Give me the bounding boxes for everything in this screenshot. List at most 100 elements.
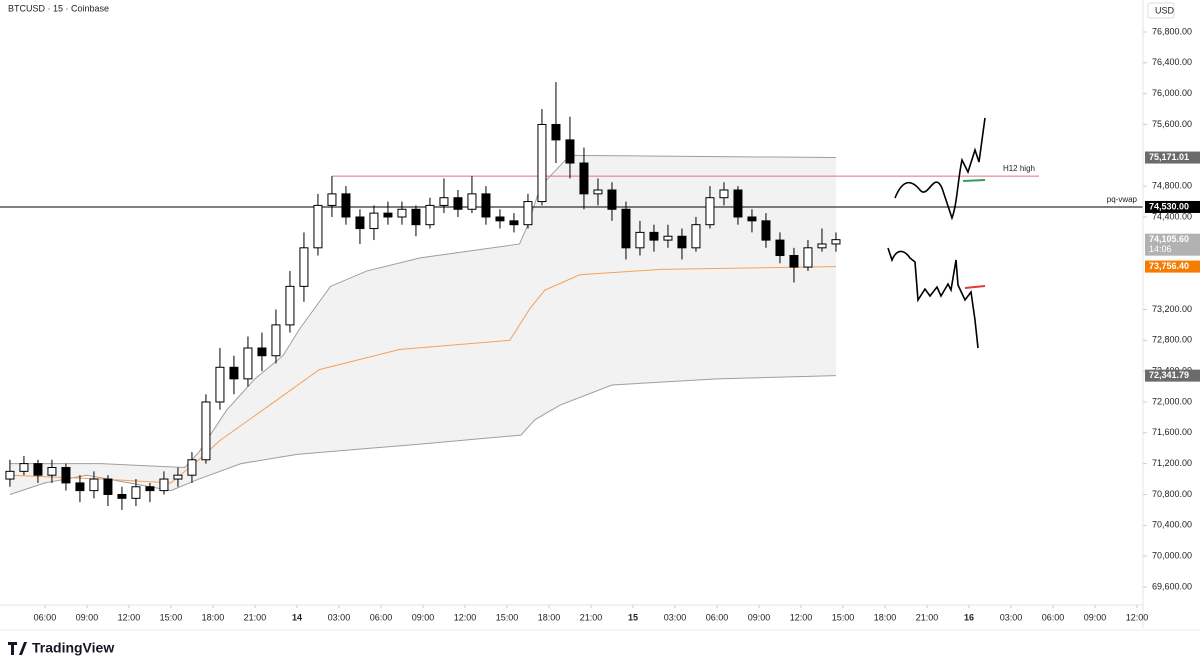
price-tag [1145, 200, 1200, 213]
candle-body [117, 493, 127, 499]
candle-body [271, 324, 281, 357]
y-tick-label: 72,000.00 [1152, 396, 1192, 406]
candle-body [523, 201, 533, 226]
price-tag-label: 74,530.00 [1149, 201, 1189, 211]
price-tag-label: 75,171.01 [1149, 152, 1189, 162]
x-tick-label: 21:00 [580, 612, 603, 622]
price-tag-label: 74,105.60 [1149, 234, 1189, 244]
brand-logo: TradingView [8, 640, 114, 656]
x-tick-label: 06:00 [34, 612, 57, 622]
candle-body [593, 189, 603, 195]
candle-body [5, 470, 15, 480]
candle-body [817, 243, 827, 249]
candle-body [47, 466, 57, 476]
candle-body [747, 216, 757, 222]
y-tick-label: 70,800.00 [1152, 489, 1192, 499]
candle-body [187, 459, 197, 476]
projection-marker [962, 179, 986, 182]
x-tick-label: 14 [292, 612, 302, 622]
candle-body [663, 235, 673, 241]
candle-body [677, 235, 687, 249]
x-tick-label: 03:00 [1000, 612, 1023, 622]
candle-body [733, 189, 743, 218]
candle-body [131, 486, 141, 499]
price-tag-countdown: 14:06 [1149, 244, 1172, 254]
candle-body [775, 239, 785, 257]
candle-body [761, 220, 771, 241]
x-tick-label: 15:00 [160, 612, 183, 622]
projection-drawing [887, 247, 979, 349]
candle-body [509, 220, 519, 226]
candle-body [19, 463, 29, 472]
plot-area: H12 high pq-vwap [0, 82, 1143, 510]
horizontal-line-label: H12 high [1003, 164, 1035, 173]
candle-body [635, 231, 645, 249]
y-tick-label: 74,800.00 [1152, 181, 1192, 191]
price-tag [1145, 233, 1200, 256]
x-tick-label: 09:00 [412, 612, 435, 622]
x-tick-label: 12:00 [1126, 612, 1149, 622]
candle-body [621, 208, 631, 249]
x-tick-label: 09:00 [76, 612, 99, 622]
candle-body [285, 285, 295, 326]
x-tick-label: 06:00 [370, 612, 393, 622]
candle-body [565, 139, 575, 164]
candle-body [467, 193, 477, 210]
candle-body [453, 197, 463, 210]
y-tick-label: 71,600.00 [1152, 427, 1192, 437]
candle-body [831, 239, 841, 245]
candle-body [103, 478, 113, 495]
price-tag [1145, 369, 1200, 382]
candle-body [495, 216, 505, 222]
candle-body [257, 347, 267, 357]
candle-body [537, 123, 547, 203]
x-tick-label: 06:00 [706, 612, 729, 622]
candle-body [425, 204, 435, 226]
candle-body [397, 208, 407, 218]
candle-body [705, 197, 715, 226]
logo-icon [8, 642, 27, 655]
candle-body [439, 197, 449, 206]
price-tag [1145, 151, 1200, 164]
candle-body [411, 208, 421, 226]
candle-body [355, 216, 365, 230]
x-tick-label: 12:00 [790, 612, 813, 622]
candle-body [369, 212, 379, 230]
horizontal-line-label: pq-vwap [1107, 195, 1138, 204]
y-tick-label: 69,600.00 [1152, 581, 1192, 591]
candle-body [691, 224, 701, 249]
candle-body [145, 486, 155, 492]
candle-body [803, 247, 813, 268]
candle-body [649, 231, 659, 241]
candle-body [159, 478, 169, 492]
candle-body [33, 463, 43, 476]
price-tag-label: 72,341.79 [1149, 370, 1189, 380]
candle-body [789, 255, 799, 268]
x-tick-label: 03:00 [328, 612, 351, 622]
y-tick-label: 76,000.00 [1152, 88, 1192, 98]
candle-body [229, 366, 239, 380]
x-tick-label: 12:00 [118, 612, 141, 622]
currency: USD [1155, 5, 1175, 15]
candle-body [551, 123, 561, 141]
candle-body [383, 212, 393, 218]
projection-marker [964, 285, 986, 289]
candle-body [579, 162, 589, 195]
x-tick-label: 18:00 [202, 612, 225, 622]
x-tick-label: 12:00 [454, 612, 477, 622]
price-tag [1145, 260, 1200, 273]
candle-body [89, 478, 99, 492]
x-tick-label: 21:00 [916, 612, 939, 622]
y-tick-label: 75,600.00 [1152, 119, 1192, 129]
x-tick-label: 18:00 [874, 612, 897, 622]
x-tick-label: 06:00 [1042, 612, 1065, 622]
y-tick-label: 76,800.00 [1152, 26, 1192, 36]
x-tick-label: 16 [964, 612, 974, 622]
candle-body [243, 347, 253, 380]
y-tick-label: 76,400.00 [1152, 57, 1192, 67]
candle-body [61, 466, 71, 484]
x-tick-label: 09:00 [1084, 612, 1107, 622]
candle-body [481, 193, 491, 218]
x-tick-label: 09:00 [748, 612, 771, 622]
